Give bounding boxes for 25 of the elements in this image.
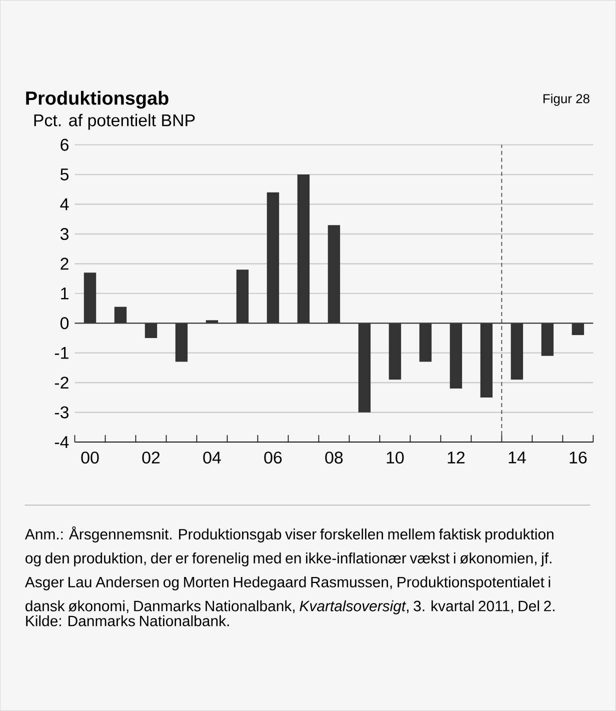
x-tick-label: 12 [448, 452, 465, 464]
x-tick-label: 02 [142, 452, 160, 464]
y-tick-label: 6 [60, 138, 69, 151]
text: Anm.: Årsgennemsnit. Produktionsgab viser forskellen mellem faktisk produktion og den produktion, der er forenelig med en ikke-inflationær vækst i økonomien, jf. Asger Lau Andersen og Morten Hedegaard Rasmussen, Produktionspotentialet i dansk økonomi, Danmarks Nationalbank, Kvartalsoversigt, 3. kvartal 2011, Del 2. [24, 526, 554, 614]
y-tick-label: 4 [60, 198, 69, 210]
x-tick-label: 06 [264, 452, 282, 464]
y-tick-label: -1 [54, 347, 68, 359]
y-tick-label: 2 [60, 258, 68, 270]
y-tick-label: 5 [60, 168, 69, 180]
text: Kilde: Danmarks Nationalbank. [26, 615, 229, 626]
x-tick-label: 14 [508, 452, 526, 464]
y-tick-label: -2 [54, 376, 68, 389]
x-tick-label: 00 [81, 452, 99, 464]
y-tick-label: -4 [54, 436, 69, 448]
x-tick-label: 10 [386, 452, 404, 464]
y-tick-label: 3 [60, 228, 69, 240]
y-axis-title: Pct. af potentielt BNP [34, 114, 195, 130]
x-tick-label: 16 [570, 452, 587, 464]
y-tick-label: -3 [54, 406, 69, 418]
text: Figur 28 [544, 94, 590, 106]
y-tick-label: 1 [61, 288, 68, 300]
chart-title: Produktionsgab [26, 90, 168, 109]
x-tick-label: 04 [203, 452, 221, 464]
y-tick-label: 0 [60, 317, 69, 330]
x-tick-label: 08 [325, 452, 343, 464]
